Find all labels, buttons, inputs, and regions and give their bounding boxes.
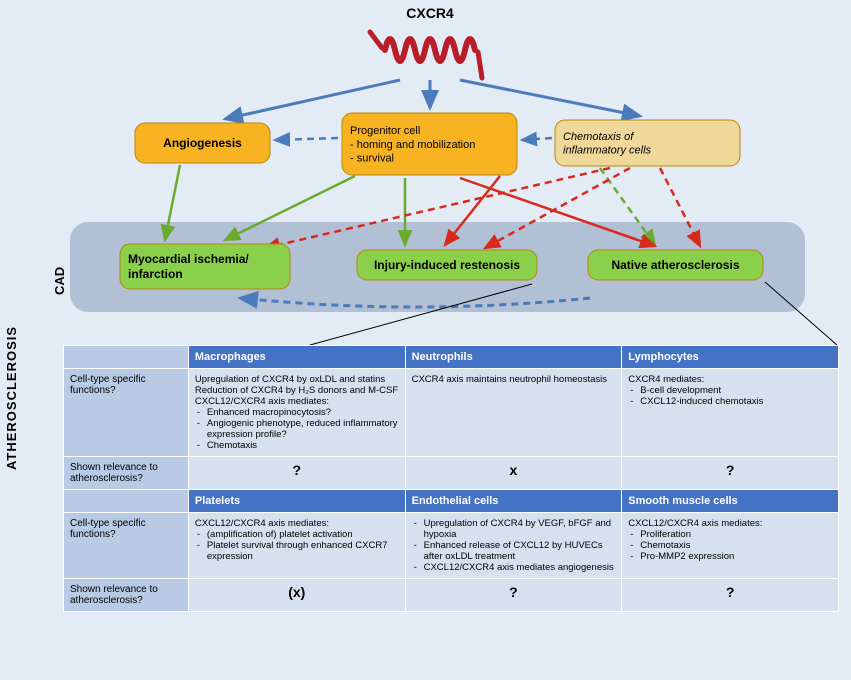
svg-text:- survival: - survival <box>350 153 394 165</box>
svg-text:Chemotaxis of: Chemotaxis of <box>563 131 634 143</box>
svg-text:Native atherosclerosis: Native atherosclerosis <box>611 258 739 272</box>
svg-text:Injury-induced restenosis: Injury-induced restenosis <box>374 258 520 272</box>
atherosclerosis-label: ATHEROSCLEROSIS <box>4 326 19 470</box>
th-neutrophils: Neutrophils <box>405 346 622 369</box>
svg-text:Angiogenesis: Angiogenesis <box>163 136 242 150</box>
row-relevance: Shown relevance to atherosclerosis? <box>64 457 189 490</box>
svg-text:infarction: infarction <box>128 267 183 281</box>
svg-text:Progenitor cell: Progenitor cell <box>350 125 420 137</box>
th-platelets: Platelets <box>188 490 405 513</box>
svg-text:CXCR4: CXCR4 <box>406 5 454 21</box>
th-macrophages: Macrophages <box>188 346 405 369</box>
cad-label: CAD <box>52 267 67 295</box>
svg-text:Myocardial ischemia/: Myocardial ischemia/ <box>128 252 249 266</box>
th-smooth: Smooth muscle cells <box>622 490 839 513</box>
th-lymphocytes: Lymphocytes <box>622 346 839 369</box>
cell-type-table: Macrophages Neutrophils Lymphocytes Cell… <box>63 345 839 612</box>
svg-text:inflammatory cells: inflammatory cells <box>563 145 652 157</box>
row-functions: Cell-type specific functions? <box>64 369 189 457</box>
diagram-svg: CXCR4 Angiogenesis Progenitor cell - homing… <box>0 0 851 345</box>
th-endothelial: Endothelial cells <box>405 490 622 513</box>
svg-text:- homing and mobilization: - homing and mobilization <box>350 139 475 151</box>
